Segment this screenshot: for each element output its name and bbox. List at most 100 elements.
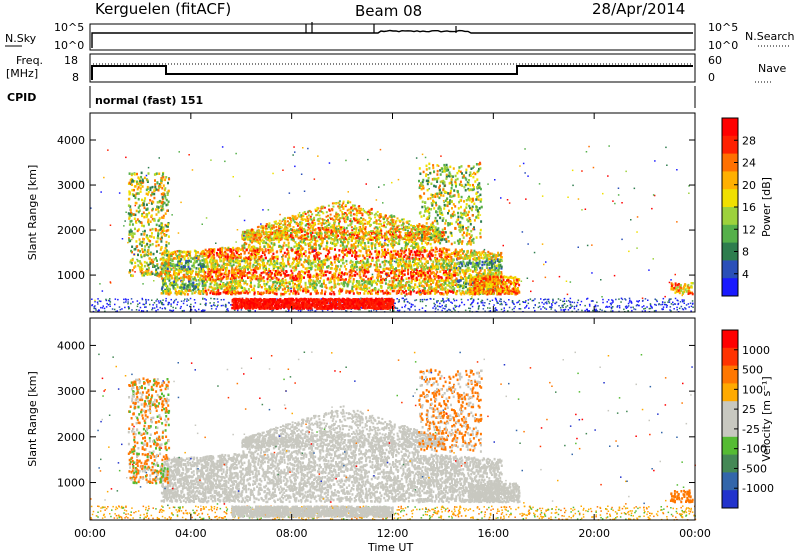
data-cell	[487, 307, 489, 309]
data-cell	[651, 306, 653, 308]
data-cell	[112, 308, 114, 310]
data-cell	[508, 299, 510, 301]
data-cell	[654, 304, 656, 306]
data-cell	[156, 306, 158, 308]
data-cell	[447, 310, 449, 312]
data-cell	[189, 306, 191, 308]
data-cell	[213, 304, 215, 306]
data-cell	[97, 303, 99, 305]
data-cell	[255, 310, 257, 312]
data-cell	[142, 298, 144, 300]
data-cell	[469, 259, 471, 262]
data-cell	[383, 292, 385, 295]
data-cell	[221, 299, 223, 301]
data-cell	[271, 242, 273, 245]
data-cell	[175, 307, 177, 309]
data-cell	[385, 292, 387, 295]
data-cell	[227, 310, 229, 312]
data-cell	[285, 279, 287, 282]
data-cell	[631, 310, 633, 312]
data-cell	[624, 298, 626, 300]
data-cell	[501, 309, 503, 311]
data-cell	[512, 301, 514, 303]
data-cell	[491, 253, 493, 256]
data-cell	[114, 309, 116, 311]
data-cell	[513, 308, 515, 310]
data-cell	[540, 298, 542, 300]
data-cell	[217, 249, 219, 252]
data-cell	[261, 286, 263, 289]
data-cell	[520, 308, 522, 310]
data-cell	[165, 300, 167, 302]
data-cell	[127, 299, 128, 301]
data-cell	[217, 301, 219, 303]
data-cell	[445, 300, 447, 302]
power-panel: 1000200030004000Slant Range [km]	[26, 113, 695, 313]
data-cell	[202, 310, 204, 312]
data-cell	[170, 305, 172, 307]
data-cell	[182, 310, 184, 312]
data-cell	[430, 298, 432, 300]
data-cell	[152, 304, 154, 306]
data-cell	[525, 302, 527, 304]
data-cell	[105, 299, 107, 301]
data-cell	[682, 301, 684, 303]
data-cell	[432, 249, 434, 252]
data-cell	[561, 305, 563, 307]
data-cell	[422, 285, 424, 288]
data-cell	[319, 257, 321, 260]
data-cell	[166, 278, 168, 281]
data-cell	[660, 304, 662, 306]
data-cell	[612, 306, 614, 308]
data-cell	[548, 299, 550, 301]
data-cell	[214, 305, 216, 307]
data-cell	[505, 302, 507, 304]
data-cell	[230, 304, 232, 306]
data-cell	[154, 302, 156, 304]
data-cell	[541, 302, 543, 304]
data-cell	[435, 254, 437, 256]
data-cell	[569, 301, 571, 303]
data-cell	[552, 300, 554, 302]
data-cell	[645, 308, 647, 310]
data-cell	[94, 305, 96, 307]
data-cell	[437, 309, 439, 311]
data-cell	[190, 304, 192, 306]
data-cell	[631, 302, 633, 304]
data-cell	[186, 300, 188, 302]
data-cell	[270, 279, 272, 282]
data-cell	[629, 301, 631, 303]
data-cell	[360, 277, 362, 280]
data-cell	[595, 305, 597, 307]
data-cell	[398, 299, 400, 301]
data-cell	[592, 310, 594, 312]
cpid-value: normal (fast) 151	[95, 94, 203, 107]
data-cell	[374, 264, 376, 267]
data-cell	[489, 303, 491, 305]
data-cell	[188, 299, 190, 301]
data-cell	[433, 298, 435, 300]
data-cell	[479, 267, 481, 270]
data-cell	[351, 272, 353, 275]
data-cell	[91, 299, 93, 301]
data-cell	[684, 307, 686, 309]
data-cell	[132, 301, 134, 303]
data-cell	[247, 309, 249, 311]
data-cell	[509, 307, 511, 309]
data-cell	[686, 304, 688, 306]
data-cell	[434, 304, 436, 306]
data-cell	[374, 247, 376, 250]
data-cell	[176, 250, 178, 253]
data-cell	[646, 306, 648, 308]
data-cell	[656, 304, 658, 306]
data-cell	[283, 242, 285, 245]
data-cell	[543, 303, 545, 305]
data-cell	[205, 249, 207, 252]
data-cell	[546, 308, 548, 310]
data-cell	[211, 305, 213, 307]
data-cell	[149, 304, 151, 306]
data-cell	[608, 299, 610, 301]
data-cell	[235, 275, 237, 278]
data-cell	[218, 286, 220, 289]
data-cell	[578, 309, 580, 311]
